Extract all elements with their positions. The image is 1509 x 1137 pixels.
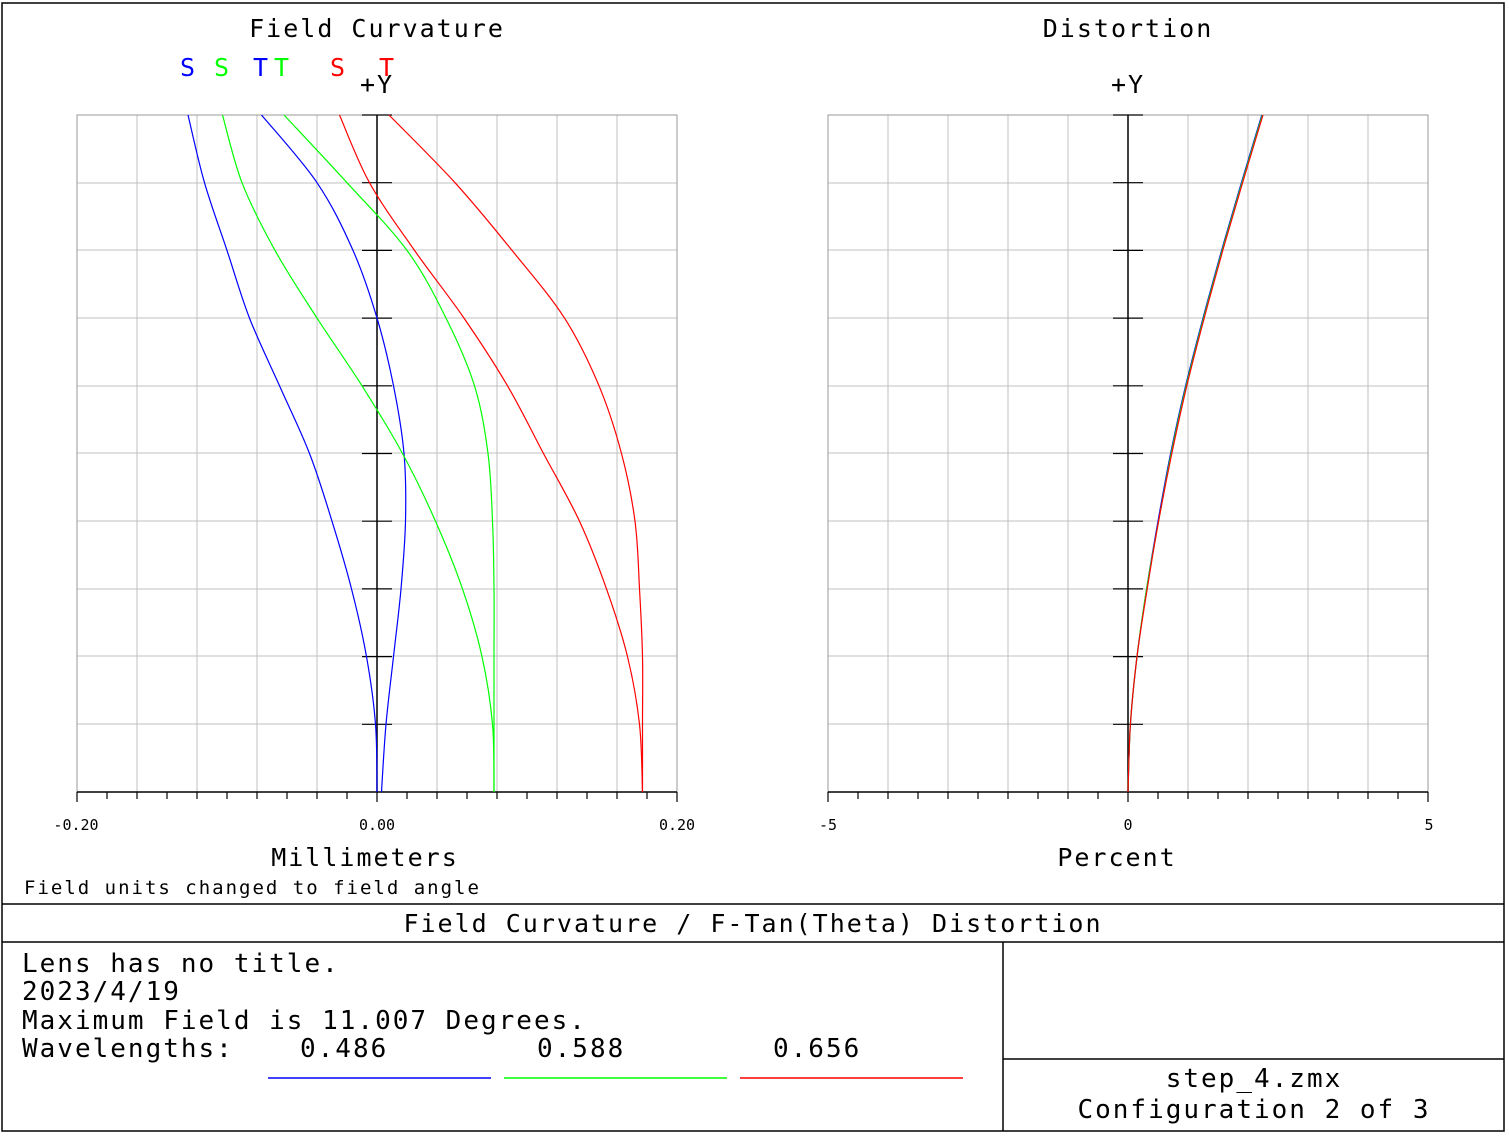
ds-tick-label-max: 5	[1424, 816, 1433, 834]
analysis-date: 2023/4/19	[22, 977, 181, 1007]
fc-series-t-0-486	[261, 114, 407, 793]
fc-tick-label-min: -0.20	[53, 816, 98, 834]
distortion-xlabel: Percent	[1057, 843, 1176, 872]
fc-series-t-0-588	[283, 114, 495, 792]
wavelengths-label: Wavelengths:	[22, 1034, 234, 1064]
ds-tick-label-min: -5	[819, 816, 837, 834]
field-curvature-xlabel: Millimeters	[271, 843, 459, 872]
distortion-title: Distortion	[1043, 14, 1214, 43]
distortion-chart: Distortion +Y -5 0 5 Per	[819, 14, 1434, 872]
legend-s-green: S	[214, 53, 231, 82]
field-units-note: Field units changed to field angle	[24, 877, 481, 899]
distortion-x-ticks	[827, 792, 1429, 802]
field-curvature-legend: S S T T S T	[180, 53, 396, 82]
configuration-text: Configuration 2 of 3	[1077, 1095, 1430, 1125]
fc-series-s-0-486	[187, 114, 378, 793]
distortion-y-ticks	[1113, 114, 1143, 725]
distortion-yaxis-label: +Y	[1111, 70, 1145, 99]
field-curvature-yaxis-label: +Y	[360, 70, 394, 99]
distortion-curves	[1127, 114, 1264, 793]
wavelength-1: 0.486	[300, 1034, 388, 1064]
legend-s-red: S	[330, 53, 347, 82]
field-curvature-x-ticks	[76, 792, 678, 802]
legend-s-blue: S	[180, 53, 197, 82]
footer-panel: Field Curvature / F-Tan(Theta) Distortio…	[2, 903, 1504, 1131]
max-field-text: Maximum Field is 11.007 Degrees.	[22, 1006, 587, 1036]
analysis-title: Field Curvature / F-Tan(Theta) Distortio…	[403, 909, 1102, 938]
wavelength-2: 0.588	[537, 1034, 625, 1064]
ds-series-0-656	[1127, 114, 1264, 793]
fc-series-t-0-656	[388, 114, 644, 793]
legend-t-red: T	[379, 53, 396, 82]
fc-tick-label-zero: 0.00	[359, 816, 395, 834]
field-curvature-title: Field Curvature	[249, 14, 505, 43]
lens-title: Lens has no title.	[22, 949, 340, 979]
fc-series-s-0-588	[221, 114, 495, 793]
ds-tick-label-zero: 0	[1123, 816, 1132, 834]
file-name: step_4.zmx	[1166, 1064, 1343, 1094]
field-curvature-y-ticks	[362, 114, 392, 725]
fc-series-s-0-656	[338, 114, 644, 793]
field-curvature-chart: Field Curvature S S T T S T +Y	[24, 14, 695, 899]
legend-t-green: T	[274, 53, 291, 82]
legend-t-blue: T	[253, 53, 270, 82]
fc-tick-label-max: 0.20	[659, 816, 695, 834]
field-curvature-curves	[187, 114, 644, 793]
wavelength-3: 0.656	[773, 1034, 861, 1064]
